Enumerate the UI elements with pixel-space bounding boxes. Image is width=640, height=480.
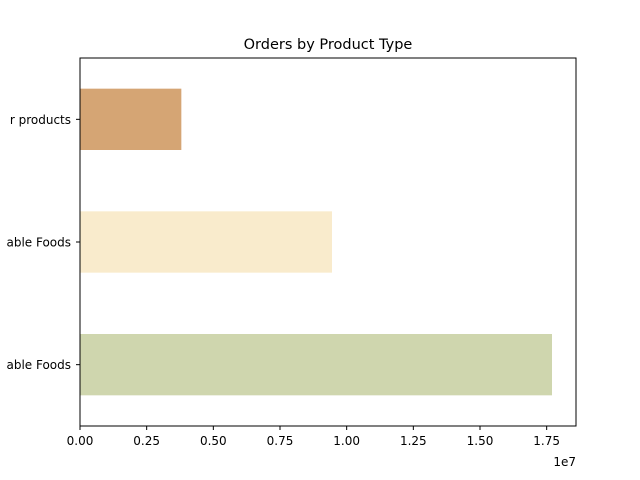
x-tick-label-4: 0.75 — [267, 434, 294, 448]
bar-2 — [80, 211, 332, 273]
x-tick-label-5: 1.00 — [333, 434, 360, 448]
x-tick-label-2: 0.25 — [133, 434, 160, 448]
x-tick-label-1: 0.00 — [67, 434, 94, 448]
x-tick-label-3: 0.50 — [200, 434, 227, 448]
y-axis: able Foods able Foods r products — [6, 113, 80, 372]
bars-group — [80, 88, 552, 396]
x-tick-label-7: 1.50 — [467, 434, 494, 448]
x-scale-label: 1e7 — [553, 455, 576, 469]
x-tick-label-8: 1.75 — [533, 434, 560, 448]
y-tick-label-3: r products — [10, 113, 71, 127]
bar-3 — [80, 88, 182, 150]
x-tick-label-6: 1.25 — [400, 434, 427, 448]
chart-title: Orders by Product Type — [244, 37, 413, 53]
y-tick-label-1: able Foods — [6, 358, 71, 372]
bar-1 — [80, 334, 552, 396]
x-axis: 0.00 0.25 0.50 0.75 1.00 1.25 1.50 1.75 — [67, 426, 560, 448]
y-tick-label-2: able Foods — [6, 236, 71, 250]
